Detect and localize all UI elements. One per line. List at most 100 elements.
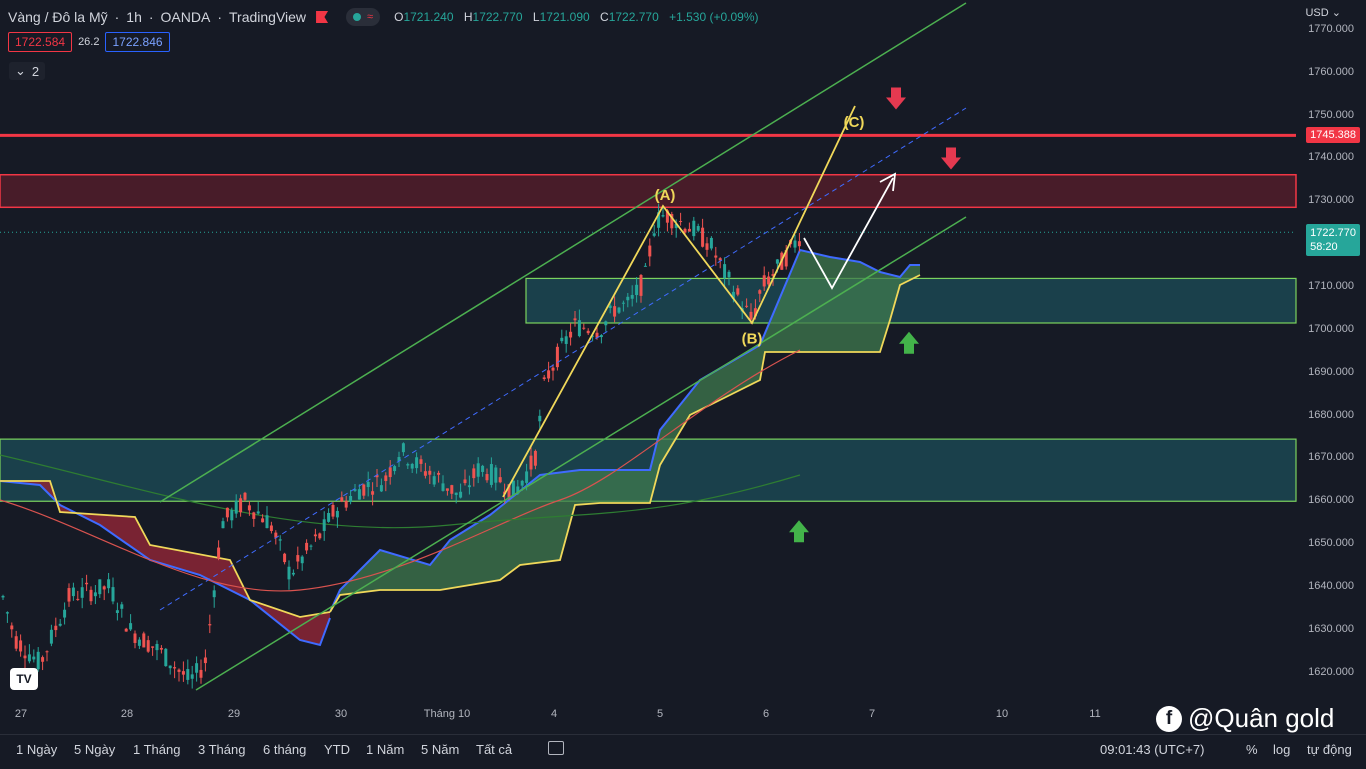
timeframe-1y[interactable]: 1 Năm: [366, 742, 405, 757]
candle-body: [723, 264, 727, 279]
timeframe-ytd[interactable]: YTD: [324, 742, 350, 757]
candle-body: [586, 330, 590, 334]
candle-body: [357, 489, 361, 500]
sell-price-button[interactable]: 1722.584: [8, 32, 73, 52]
candle-body: [450, 485, 454, 494]
price-tick-label: 1640.000: [1308, 579, 1354, 592]
auto-scale-toggle[interactable]: tự động: [1307, 742, 1352, 757]
time-tick-label: 7: [868, 708, 876, 720]
log-scale-toggle[interactable]: log: [1273, 742, 1291, 757]
moving-average-green: [0, 454, 801, 529]
candle-body: [173, 667, 177, 669]
candle-body: [718, 258, 722, 261]
candle-body: [221, 521, 225, 529]
candle-body: [736, 288, 740, 295]
candle-body: [463, 479, 467, 484]
kumo-bearish: [0, 481, 330, 645]
ohlc-values: O1721.240 H1722.770 L1721.090 C1722.770 …: [394, 10, 765, 24]
candle-body: [133, 633, 137, 643]
candle-body: [58, 623, 62, 626]
header-separator: ·: [148, 9, 154, 25]
candle-body: [401, 443, 405, 453]
timeframe-5y[interactable]: 5 Năm: [421, 742, 460, 757]
candle-body: [643, 265, 647, 267]
indicators-toggle[interactable]: ⌄ 2: [9, 62, 46, 80]
chevron-down-icon: ⌄: [15, 63, 26, 78]
clock[interactable]: 09:01:43 (UTC+7): [1100, 742, 1205, 757]
indicator-count: 2: [31, 63, 40, 79]
buy-price-button[interactable]: 1722.846: [105, 32, 170, 52]
timeframe-1d[interactable]: 1 Ngày: [16, 742, 58, 757]
candle-body: [120, 604, 124, 609]
price-tick-label: 1700.000: [1308, 322, 1354, 335]
candle-body: [604, 321, 608, 326]
arrow-up-icon: [899, 331, 919, 354]
price-tick-label: 1760.000: [1308, 65, 1354, 78]
currency-label: USD: [1305, 7, 1329, 19]
currency-selector[interactable]: USD ⌄: [1305, 7, 1341, 19]
candle-body: [608, 305, 612, 308]
interval-label[interactable]: 1h: [126, 9, 142, 25]
timeframe-5d[interactable]: 5 Ngày: [74, 742, 116, 757]
bottom-toolbar: 1 Ngày 5 Ngày 1 Tháng 3 Tháng 6 tháng YT…: [0, 734, 1366, 769]
watermark: f @Quân gold: [1156, 703, 1334, 734]
candle-body: [181, 671, 185, 675]
ohlc-value: 1722.770: [472, 10, 523, 24]
candle-body: [423, 471, 427, 476]
candle-body: [753, 308, 757, 317]
candle-body: [674, 223, 678, 229]
price-tick-label: 1770.000: [1308, 22, 1354, 35]
senkou-span-b: [329, 274, 921, 613]
candle-body: [243, 492, 247, 500]
percent-scale-toggle[interactable]: %: [1246, 742, 1258, 757]
market-open-icon: [353, 13, 362, 21]
candle-body: [564, 336, 568, 344]
wave-label: (B): [742, 330, 763, 347]
candle-body: [274, 532, 278, 538]
candle-body: [762, 275, 766, 287]
tradingview-logo-icon[interactable]: TV: [10, 668, 38, 690]
candle-body: [278, 539, 282, 541]
projection-path: [803, 177, 894, 290]
calendar-icon[interactable]: [548, 741, 564, 755]
bar-countdown: 58:20: [1310, 241, 1338, 254]
market-status-pill[interactable]: ≈: [346, 8, 381, 26]
timeframe-6m[interactable]: 6 tháng: [263, 742, 307, 757]
candle-body: [525, 471, 529, 483]
candle-body: [582, 327, 586, 329]
last-price-value: 1722.770: [1310, 227, 1356, 240]
candle-body: [146, 640, 150, 652]
candle-body: [67, 588, 71, 602]
ohlc-value: 1722.770: [608, 10, 659, 24]
candle-body: [467, 485, 471, 488]
ohlc-key: H: [463, 10, 473, 24]
candle-body: [49, 629, 53, 644]
candle-body: [296, 555, 300, 562]
watermark-text: @Quân gold: [1188, 703, 1335, 733]
candle-body: [199, 669, 203, 678]
candle-body: [679, 221, 683, 223]
candle-body: [80, 587, 84, 598]
chart-header: Vàng / Đô la Mỹ · 1h · OANDA · TradingVi…: [8, 6, 766, 28]
timeframe-3m[interactable]: 3 Tháng: [198, 742, 246, 757]
price-tick-label: 1690.000: [1308, 365, 1354, 378]
candle-body: [454, 492, 458, 495]
header-separator: ·: [114, 9, 120, 25]
candle-body: [577, 320, 581, 337]
flag-icon[interactable]: [316, 11, 329, 23]
candle-body: [137, 639, 141, 646]
timeframe-1m[interactable]: 1 Tháng: [133, 742, 181, 757]
candle-body: [665, 210, 669, 223]
candle-body: [379, 485, 383, 492]
arrow-up-icon: [789, 520, 809, 543]
price-tick-label: 1670.000: [1308, 451, 1354, 464]
symbol-name[interactable]: Vàng / Đô la Mỹ: [8, 9, 108, 25]
timeframe-all[interactable]: Tất cả: [476, 742, 513, 757]
candle-body: [76, 598, 80, 600]
candle-body: [151, 646, 155, 648]
candle-body: [265, 515, 269, 529]
candle-body: [533, 450, 537, 466]
candle-body: [437, 472, 441, 475]
candle-body: [331, 504, 335, 517]
